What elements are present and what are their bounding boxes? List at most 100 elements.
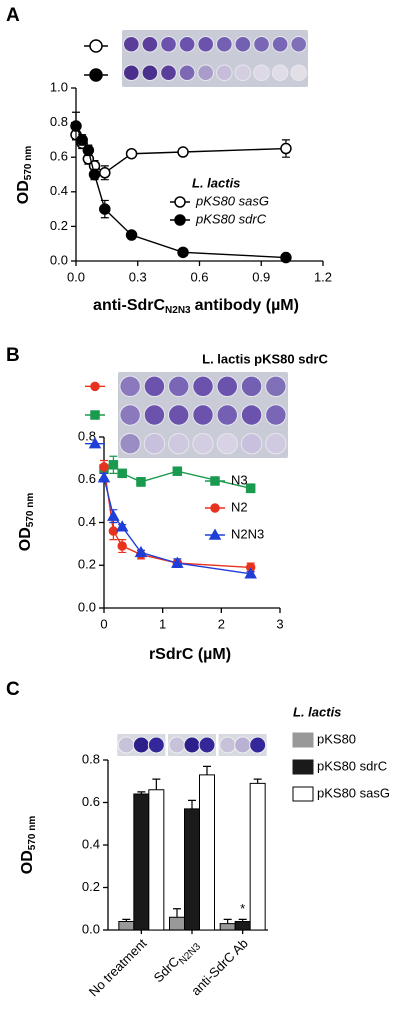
x-axis-label-after: antibody (µM): [195, 297, 299, 314]
well: [216, 432, 238, 455]
panel-label: A: [6, 5, 20, 26]
well: [197, 64, 215, 82]
marker: [245, 483, 256, 494]
y-tick-label: 0.4: [82, 836, 100, 851]
y-axis-label: OD570 nm: [17, 493, 35, 552]
marker: [88, 168, 101, 181]
y-tick-label: 0.8: [50, 114, 68, 129]
marker: [115, 520, 129, 532]
well: [240, 432, 263, 455]
well: [216, 375, 238, 398]
bar: [169, 916, 185, 931]
row-icon: [89, 68, 103, 82]
error-bar: [223, 918, 232, 924]
marker: [76, 134, 88, 146]
well: [249, 736, 267, 754]
legend-swatch: [292, 786, 314, 802]
marker: [177, 246, 189, 259]
chart-title: L. lactis pKS80 sdrC: [202, 351, 328, 366]
marker: [244, 567, 257, 579]
y-axis-label: OD570 nm: [15, 146, 33, 205]
row-icon: [89, 39, 103, 53]
error-bar: [152, 778, 161, 790]
marker: [177, 146, 189, 158]
x-tick-label: 0.3: [129, 269, 147, 284]
legend-label: pKS80: [317, 731, 356, 746]
y-axis-label-sub: 570 nm: [23, 146, 34, 181]
x-tick-label: 3: [276, 616, 283, 631]
error-bar: [253, 778, 262, 784]
y-tick-label: 0.6: [78, 471, 96, 486]
well: [160, 64, 177, 82]
y-tick-label: 0.4: [78, 514, 96, 529]
bar: [199, 774, 215, 931]
y-axis-label-sub: 570 nm: [27, 816, 38, 851]
well: [141, 35, 159, 53]
legend-label: N2: [231, 499, 248, 514]
marker: [136, 477, 146, 487]
marker: [108, 460, 119, 470]
row-icon: [88, 437, 102, 449]
x-tick-label: 2: [218, 616, 225, 631]
error-bar: [188, 799, 196, 809]
y-tick-label: 0.6: [50, 149, 68, 164]
x-tick-label: 0: [100, 616, 107, 631]
well: [119, 404, 141, 426]
well: [234, 35, 252, 53]
y-tick-label: 0.2: [50, 218, 68, 233]
bar: [249, 782, 266, 931]
y-tick-label: 0.2: [78, 557, 96, 572]
well: [265, 404, 287, 426]
marker: [99, 167, 111, 179]
well: [168, 375, 190, 398]
well: [143, 375, 166, 398]
y-tick-label: 0.0: [78, 599, 96, 614]
bar: [184, 808, 200, 931]
well: [219, 736, 237, 754]
error-bar: [203, 765, 211, 775]
x-tick-label: 0.9: [252, 269, 270, 284]
y-tick-label: 0.2: [82, 879, 100, 894]
marker: [70, 120, 82, 132]
well: [141, 64, 159, 82]
x-tick-label: 1: [159, 616, 166, 631]
marker: [125, 147, 138, 160]
well: [147, 736, 165, 754]
marker: [280, 142, 292, 155]
x-axis-label: rSdrC (µM): [149, 646, 231, 663]
well: [290, 64, 308, 82]
x-tick-label: No treatment: [86, 936, 150, 1000]
well: [240, 404, 263, 426]
marker: [280, 251, 292, 264]
y-axis-label-sub: 570 nm: [25, 493, 36, 528]
marker: [99, 462, 109, 472]
well: [265, 375, 287, 398]
well: [132, 736, 150, 754]
well: [265, 432, 287, 455]
marker: [117, 468, 127, 479]
well: [271, 64, 289, 82]
well: [183, 736, 201, 754]
legend-label: N2N3: [231, 526, 264, 541]
well: [290, 35, 308, 53]
well: [253, 35, 270, 53]
x-tick-label-main: No treatment: [86, 936, 150, 1000]
legend-swatch: [292, 732, 314, 748]
y-tick-label: 0.6: [82, 794, 100, 809]
well: [240, 375, 263, 398]
well: [234, 736, 252, 754]
marker: [82, 144, 95, 157]
legend-marker: [174, 214, 186, 226]
y-tick-label: 0.0: [50, 252, 68, 267]
legend-marker: [210, 503, 220, 513]
marker: [107, 509, 120, 521]
well: [119, 375, 141, 398]
marker: [172, 466, 183, 476]
well: [192, 404, 214, 426]
x-axis-label-sub: N2N3: [165, 305, 191, 316]
y-axis-label-main: OD: [15, 180, 32, 204]
panel-label: B: [6, 345, 20, 366]
y-tick-label: 0.4: [50, 183, 68, 198]
bar: [148, 789, 165, 931]
